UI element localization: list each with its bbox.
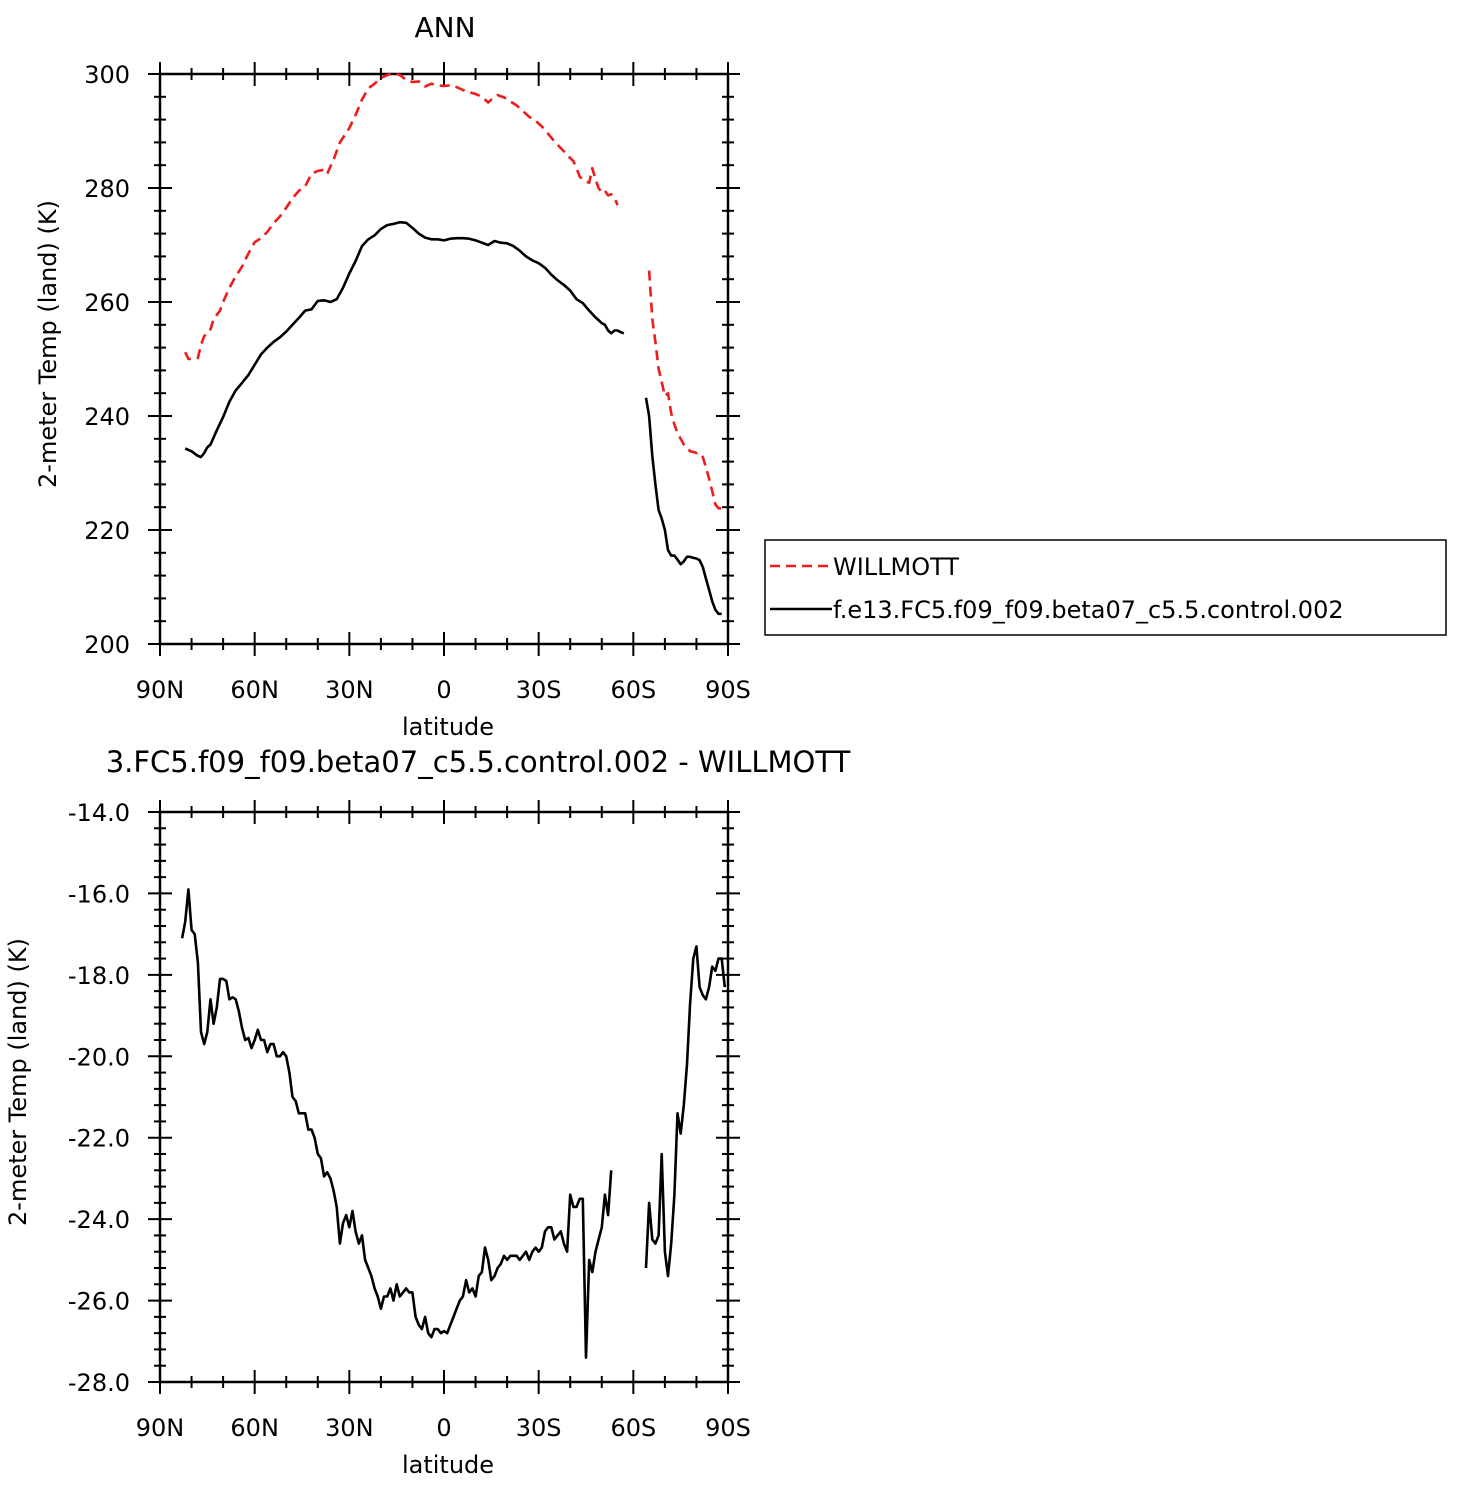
legend: WILLMOTT f.e13.FC5.f09_f09.beta07_c5.5.co… bbox=[764, 539, 1447, 636]
y-tick-label: -22.0 bbox=[68, 1125, 130, 1153]
y-tick-label: 300 bbox=[84, 61, 130, 89]
x-tick-label: 60N bbox=[230, 1414, 279, 1442]
y-tick-label: 260 bbox=[84, 289, 130, 317]
x-tick-label: 90S bbox=[705, 1414, 751, 1442]
series-line-2-segment-2 bbox=[644, 397, 722, 616]
x-tick-label: 60S bbox=[610, 676, 656, 704]
y-tick-label: -20.0 bbox=[68, 1043, 130, 1071]
x-axis-label: latitude bbox=[402, 713, 494, 741]
y-tick-label: -16.0 bbox=[68, 880, 130, 908]
x-tick-label: 30N bbox=[325, 676, 374, 704]
series-line-1-segment-2 bbox=[644, 945, 727, 1278]
x-tick-label: 90N bbox=[136, 676, 185, 704]
y-tick-label: -18.0 bbox=[68, 962, 130, 990]
chart-panel-2: 3.FC5.f09_f09.beta07_c5.5.control.002 - … bbox=[4, 745, 851, 1479]
x-tick-label: 30S bbox=[516, 676, 562, 704]
y-tick-label: 200 bbox=[84, 631, 130, 659]
series-line-1-segment-1 bbox=[180, 888, 613, 1359]
y-tick-label: 280 bbox=[84, 175, 130, 203]
series-line-1-segment-1 bbox=[184, 71, 619, 361]
x-tick-label: 60S bbox=[610, 1414, 656, 1442]
y-tick-label: 240 bbox=[84, 403, 130, 431]
series-line-2-segment-1 bbox=[184, 220, 625, 459]
y-axis-label: 2-meter Temp (land) (K) bbox=[34, 200, 62, 488]
x-tick-label: 60N bbox=[230, 676, 279, 704]
y-tick-label: -28.0 bbox=[68, 1369, 130, 1397]
legend-label-1: WILLMOTT bbox=[833, 553, 959, 581]
x-tick-label: 0 bbox=[436, 1414, 451, 1442]
chart-panel-1: ANN 90N 60N 30N 0 30S 60S 90S 200 220 240 260 280 300… bbox=[34, 11, 1447, 741]
x-axis-label: latitude bbox=[402, 1451, 494, 1479]
x-tick-label: 90S bbox=[705, 676, 751, 704]
legend-box bbox=[764, 539, 1447, 636]
y-tick-label: -14.0 bbox=[68, 799, 130, 827]
x-tick-label: 30S bbox=[516, 1414, 562, 1442]
y-tick-label: -26.0 bbox=[68, 1288, 130, 1316]
legend-label-2: f.e13.FC5.f09_f09.beta07_c5.5.control.00… bbox=[833, 596, 1344, 624]
chart-title: 3.FC5.f09_f09.beta07_c5.5.control.002 - … bbox=[106, 745, 851, 779]
plot-frame bbox=[158, 72, 730, 646]
y-tick-label: 220 bbox=[84, 517, 130, 545]
chart-title: ANN bbox=[414, 11, 475, 44]
y-axis-label: 2-meter Temp (land) (K) bbox=[4, 938, 32, 1226]
x-tick-label: 0 bbox=[436, 676, 451, 704]
series-line-1-segment-2 bbox=[647, 270, 722, 510]
x-tick-label: 30N bbox=[325, 1414, 374, 1442]
plot-frame bbox=[158, 810, 730, 1384]
x-tick-label: 90N bbox=[136, 1414, 185, 1442]
y-tick-label: -24.0 bbox=[68, 1206, 130, 1234]
